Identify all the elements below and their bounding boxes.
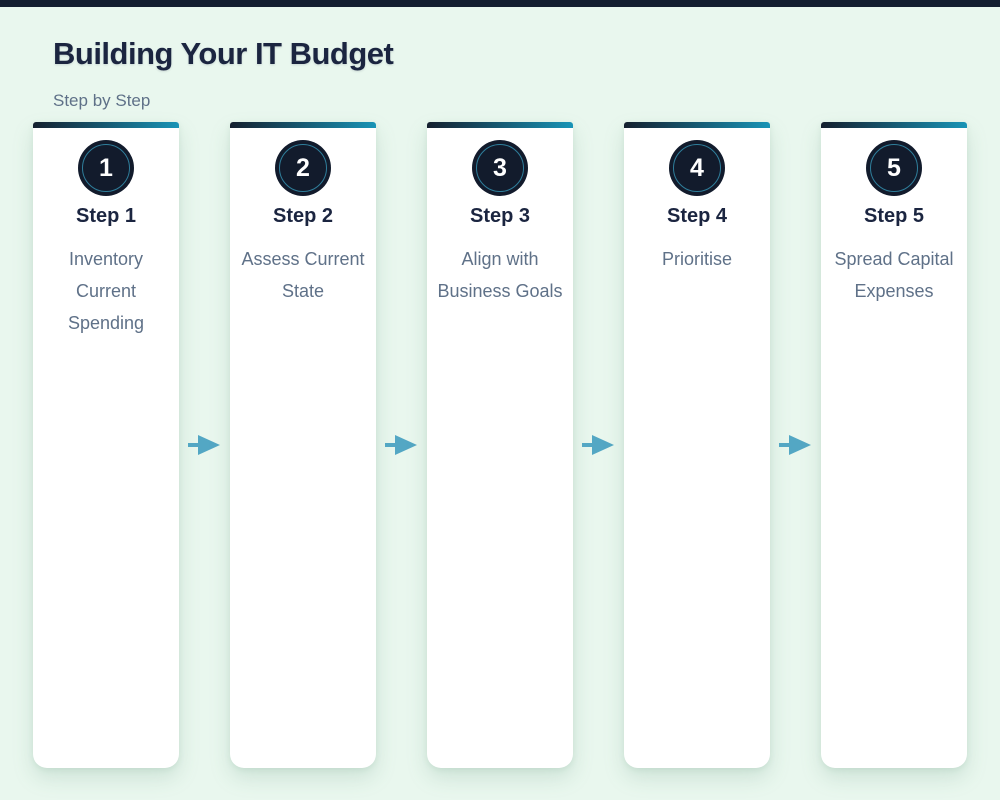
step-description: Align with Business Goals [437, 249, 563, 301]
card-accent-bar [427, 122, 573, 128]
step-number: 1 [99, 153, 113, 182]
right-arrow-icon [384, 435, 417, 455]
step-number: 2 [296, 153, 310, 182]
step-card: 1 Step 1 Inventory Current Spending [33, 122, 179, 768]
page-subtitle: Step by Step [53, 91, 151, 110]
card-accent-bar [230, 122, 376, 128]
step-card: 2 Step 2 Assess Current State [230, 122, 376, 768]
right-arrow-icon [581, 435, 614, 455]
step-number-badge: 5 [866, 140, 922, 196]
page-title: Building Your IT Budget [53, 36, 394, 71]
top-accent-bar [0, 0, 1000, 7]
step-label: Step 1 [75, 205, 137, 227]
step-label: Step 4 [666, 205, 728, 227]
step-number: 3 [493, 153, 507, 182]
step-description: Inventory Current Spending [67, 249, 145, 333]
arrow-cell [770, 122, 821, 768]
card-accent-bar [624, 122, 770, 128]
step-description: Spread Capital Expenses [834, 249, 954, 301]
right-arrow-icon [187, 435, 220, 455]
step-number: 4 [690, 153, 704, 182]
card-accent-bar [33, 122, 179, 128]
step-description: Assess Current State [241, 249, 365, 301]
step-number-badge: 2 [275, 140, 331, 196]
arrow-cell [573, 122, 624, 768]
card-accent-bar [821, 122, 967, 128]
step-number-badge: 3 [472, 140, 528, 196]
steps-flow: 1 Step 1 Inventory Current Spending 2 St… [33, 122, 967, 768]
step-number: 5 [887, 153, 901, 182]
step-label: Step 5 [863, 205, 925, 227]
arrow-cell [179, 122, 230, 768]
arrow-cell [376, 122, 427, 768]
step-card: 4 Step 4 Prioritise [624, 122, 770, 768]
step-card: 5 Step 5 Spread Capital Expenses [821, 122, 967, 768]
step-number-badge: 1 [78, 140, 134, 196]
step-description: Prioritise [661, 249, 732, 269]
right-arrow-icon [778, 435, 811, 455]
step-card: 3 Step 3 Align with Business Goals [427, 122, 573, 768]
step-label: Step 3 [469, 205, 531, 227]
step-label: Step 2 [272, 205, 334, 227]
step-number-badge: 4 [669, 140, 725, 196]
